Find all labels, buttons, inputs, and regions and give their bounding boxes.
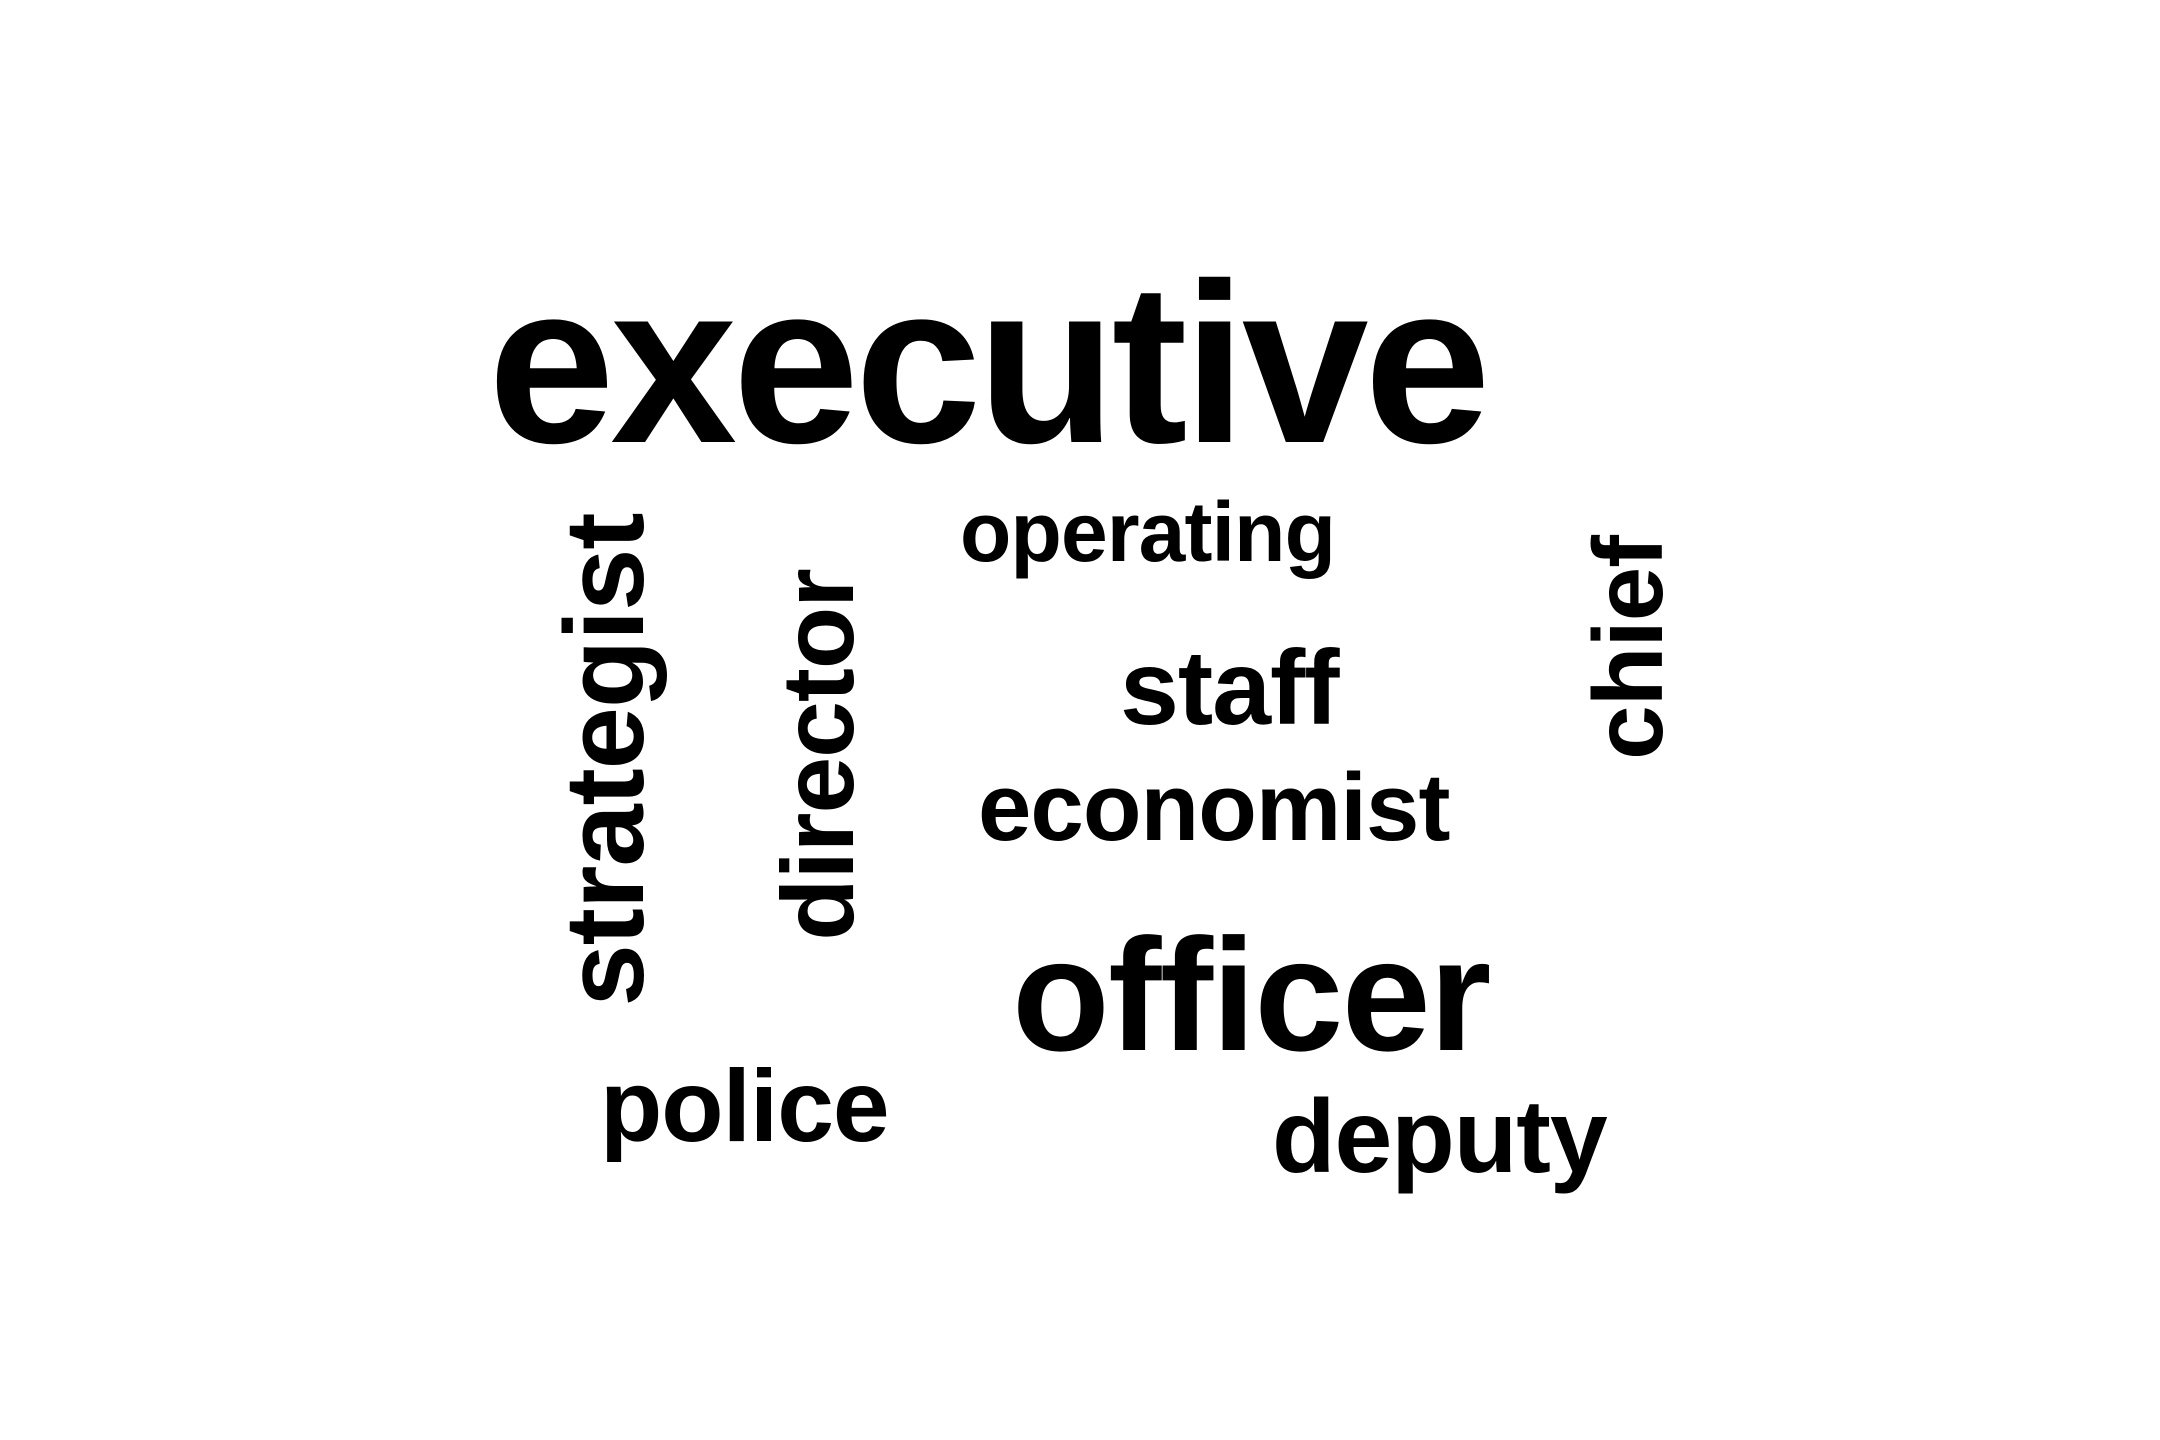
word-operating: operating <box>960 485 1336 579</box>
word-police: police <box>600 1049 890 1163</box>
word-staff: staff <box>1120 629 1340 747</box>
word-deputy: deputy <box>1272 1079 1608 1195</box>
word-director: director <box>761 569 875 941</box>
word-chief: chief <box>1573 536 1683 760</box>
word-executive: executive <box>488 237 1491 491</box>
word-officer: officer <box>1012 905 1491 1084</box>
word-strategist: strategist <box>542 513 667 1007</box>
word-economist: economist <box>978 754 1450 861</box>
